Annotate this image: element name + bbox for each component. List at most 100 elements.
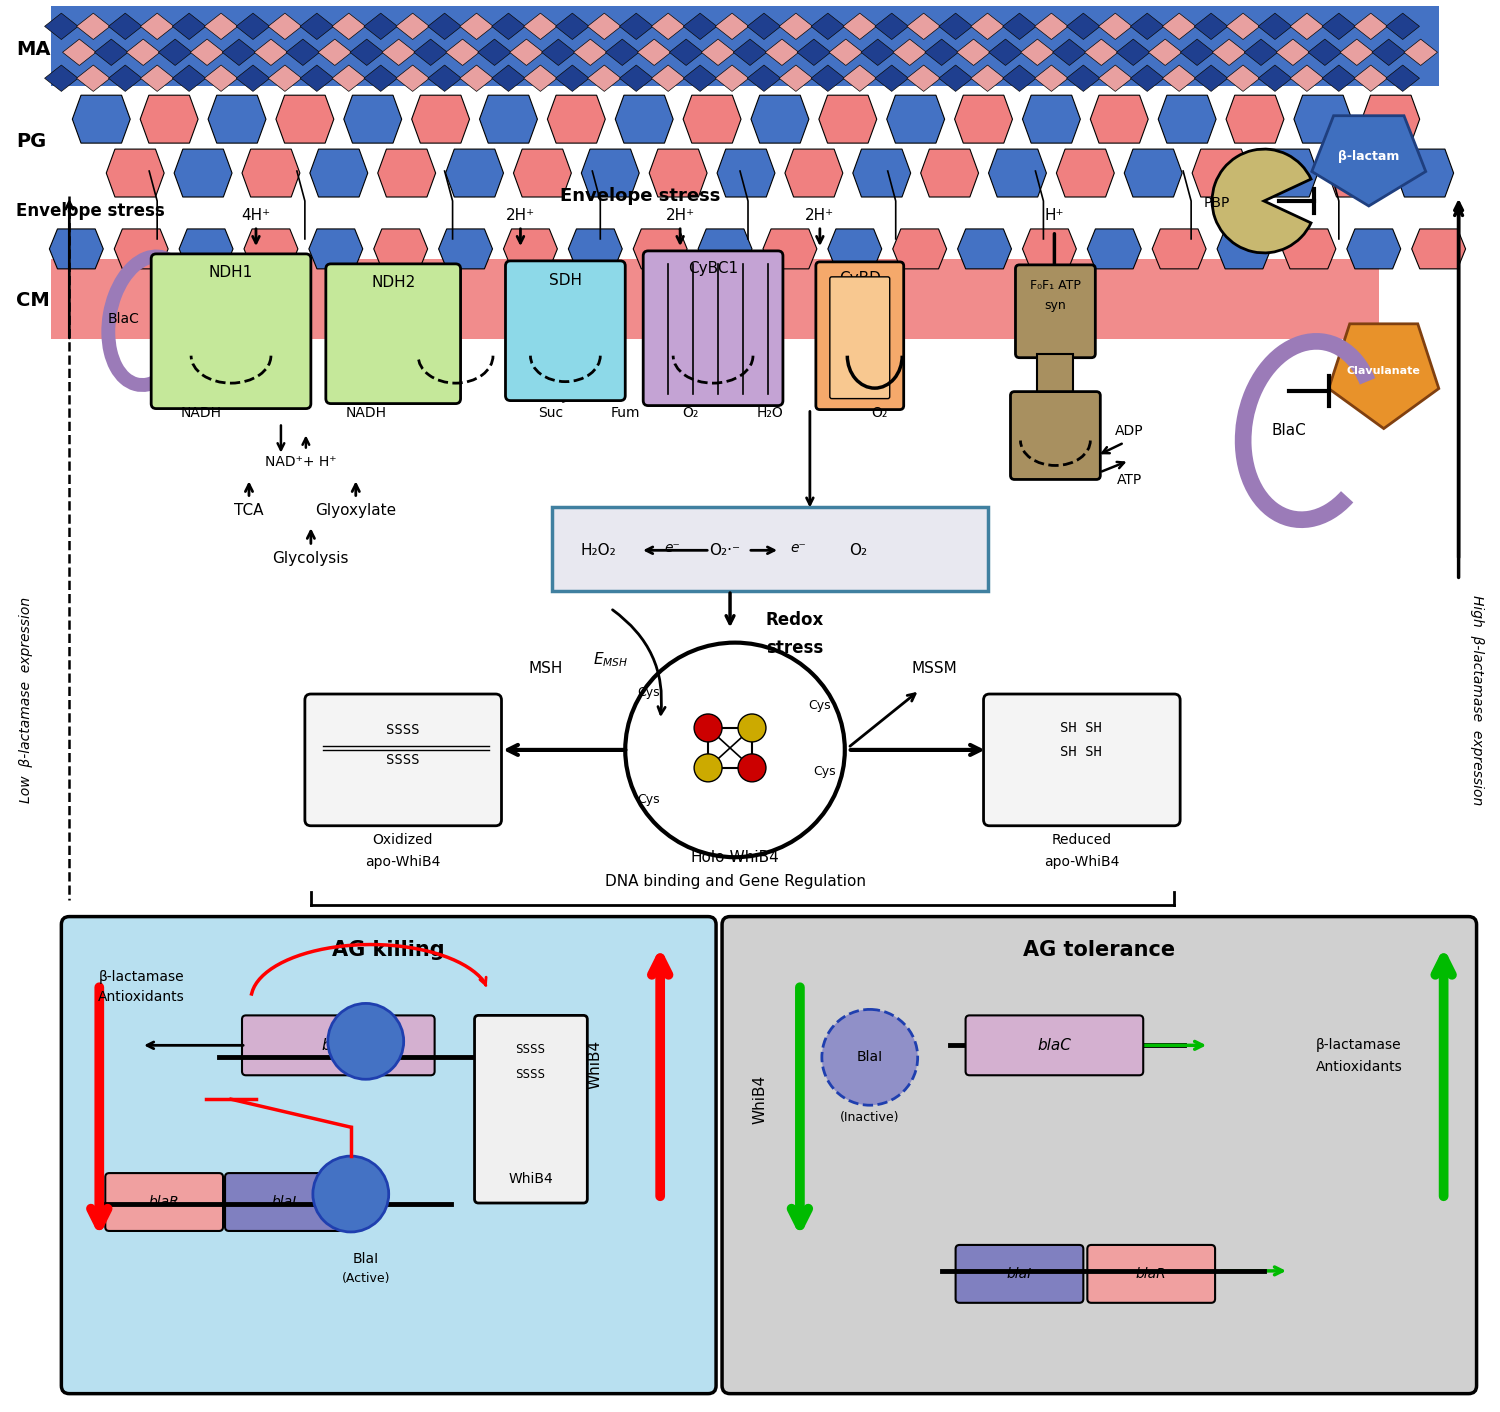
- Polygon shape: [106, 150, 164, 198]
- Text: 4H⁺: 4H⁺: [242, 209, 270, 223]
- Polygon shape: [1386, 65, 1419, 92]
- Text: Clavulanate: Clavulanate: [1347, 366, 1420, 376]
- Polygon shape: [108, 65, 142, 92]
- Polygon shape: [222, 40, 256, 65]
- Polygon shape: [126, 40, 160, 65]
- Ellipse shape: [626, 642, 844, 857]
- Polygon shape: [926, 40, 958, 65]
- Polygon shape: [682, 95, 741, 143]
- Polygon shape: [108, 13, 142, 40]
- Polygon shape: [76, 65, 110, 92]
- FancyBboxPatch shape: [62, 916, 716, 1394]
- Polygon shape: [812, 65, 844, 92]
- FancyBboxPatch shape: [1016, 265, 1095, 357]
- Text: BlaI: BlaI: [352, 1252, 380, 1267]
- Text: blaR: blaR: [148, 1195, 180, 1209]
- Text: Holo-WhiB4: Holo-WhiB4: [690, 850, 780, 866]
- Polygon shape: [1226, 95, 1284, 143]
- Polygon shape: [446, 40, 480, 65]
- Text: blaC: blaC: [1038, 1038, 1071, 1053]
- Polygon shape: [178, 229, 232, 268]
- Text: CyBD: CyBD: [839, 271, 880, 287]
- Polygon shape: [957, 40, 990, 65]
- Text: H₂O₂: H₂O₂: [580, 542, 616, 558]
- Polygon shape: [310, 150, 368, 198]
- Text: (Active): (Active): [342, 1272, 390, 1285]
- Polygon shape: [350, 40, 384, 65]
- Text: Low  β-lactamase  expression: Low β-lactamase expression: [20, 597, 33, 803]
- Polygon shape: [765, 40, 798, 65]
- Polygon shape: [332, 13, 366, 40]
- Text: High  β-lactamase  expression: High β-lactamase expression: [1470, 594, 1484, 805]
- Polygon shape: [886, 95, 945, 143]
- Polygon shape: [427, 65, 462, 92]
- Polygon shape: [427, 13, 462, 40]
- Polygon shape: [892, 40, 927, 65]
- Polygon shape: [1098, 13, 1132, 40]
- Polygon shape: [50, 229, 104, 268]
- Text: NDH2: NDH2: [372, 275, 416, 291]
- Text: H⁺: H⁺: [1044, 209, 1064, 223]
- Text: SSSS: SSSS: [516, 1043, 546, 1056]
- Polygon shape: [1090, 95, 1148, 143]
- Polygon shape: [698, 229, 752, 268]
- Polygon shape: [286, 40, 320, 65]
- Text: Antioxidants: Antioxidants: [1316, 1060, 1402, 1075]
- Polygon shape: [1216, 229, 1270, 268]
- Polygon shape: [921, 150, 978, 198]
- Text: NADH: NADH: [345, 405, 387, 419]
- Polygon shape: [1328, 150, 1386, 198]
- Text: TCA: TCA: [234, 503, 264, 518]
- Polygon shape: [1260, 150, 1318, 198]
- Polygon shape: [542, 40, 574, 65]
- Text: apo-WhiB4: apo-WhiB4: [364, 854, 441, 868]
- Polygon shape: [244, 229, 298, 268]
- Polygon shape: [988, 150, 1047, 198]
- Polygon shape: [819, 95, 878, 143]
- Polygon shape: [582, 150, 639, 198]
- Polygon shape: [1002, 65, 1036, 92]
- Polygon shape: [620, 65, 652, 92]
- Text: H₂O: H₂O: [756, 405, 783, 419]
- FancyBboxPatch shape: [304, 695, 501, 826]
- Polygon shape: [650, 150, 706, 198]
- Polygon shape: [1412, 229, 1466, 268]
- Polygon shape: [344, 95, 402, 143]
- Polygon shape: [268, 13, 302, 40]
- Polygon shape: [908, 13, 940, 40]
- Polygon shape: [209, 95, 266, 143]
- Polygon shape: [752, 95, 808, 143]
- Polygon shape: [1347, 229, 1401, 268]
- Polygon shape: [747, 65, 780, 92]
- Polygon shape: [1020, 40, 1054, 65]
- Text: O₂: O₂: [682, 405, 699, 419]
- Polygon shape: [1098, 65, 1132, 92]
- Polygon shape: [548, 95, 606, 143]
- Text: WhiB4: WhiB4: [753, 1075, 768, 1124]
- Text: DNA binding and Gene Regulation: DNA binding and Gene Regulation: [604, 874, 865, 890]
- Polygon shape: [1149, 40, 1182, 65]
- Polygon shape: [460, 13, 494, 40]
- Polygon shape: [242, 150, 300, 198]
- Polygon shape: [1322, 13, 1356, 40]
- Polygon shape: [72, 95, 130, 143]
- Polygon shape: [828, 229, 882, 268]
- Text: O₂: O₂: [871, 405, 888, 419]
- Polygon shape: [141, 65, 174, 92]
- Polygon shape: [568, 229, 622, 268]
- Text: Cys: Cys: [638, 686, 660, 699]
- Polygon shape: [382, 40, 416, 65]
- Text: blaC: blaC: [322, 1038, 356, 1053]
- Polygon shape: [954, 95, 1012, 143]
- Polygon shape: [1162, 65, 1196, 92]
- FancyBboxPatch shape: [242, 1015, 435, 1076]
- Polygon shape: [702, 40, 735, 65]
- Polygon shape: [638, 40, 670, 65]
- Polygon shape: [717, 150, 776, 198]
- Text: Envelope stress: Envelope stress: [16, 202, 165, 220]
- Polygon shape: [1066, 13, 1100, 40]
- Polygon shape: [1244, 40, 1278, 65]
- Circle shape: [694, 754, 721, 782]
- Wedge shape: [1212, 150, 1311, 253]
- Polygon shape: [1152, 229, 1206, 268]
